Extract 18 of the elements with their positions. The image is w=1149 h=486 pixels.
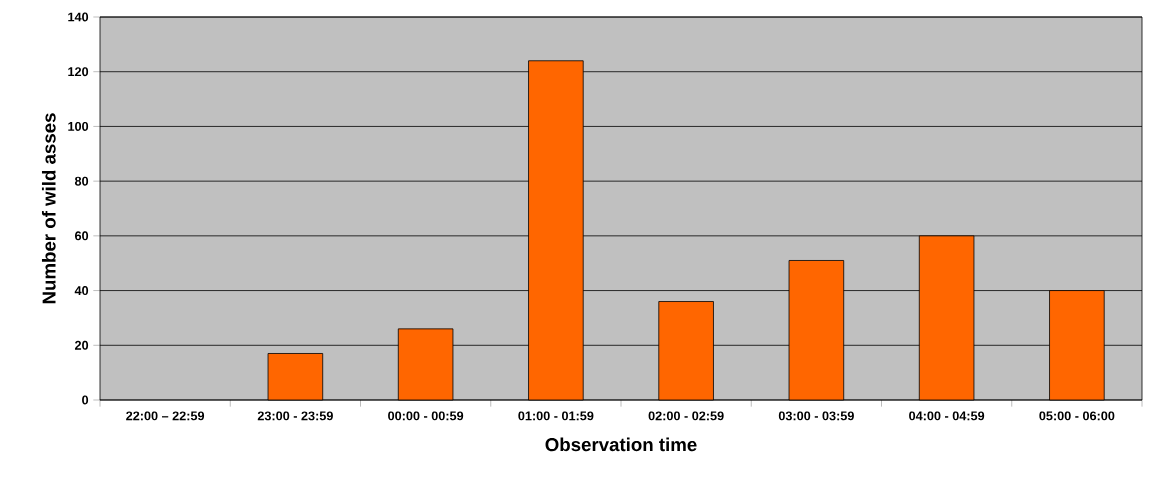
y-tick-label: 60 — [75, 231, 89, 241]
y-axis-title: Number of wild asses — [41, 113, 56, 304]
x-tick-label: 02:00 - 02:59 — [648, 411, 724, 421]
y-tick-label: 0 — [82, 395, 89, 405]
x-tick-label: 03:00 - 03:59 — [778, 411, 854, 421]
x-tick-label: 23:00 - 23:59 — [257, 411, 333, 421]
x-tick-label: 05:00 - 06:00 — [1039, 411, 1115, 421]
x-tick-label: 00:00 - 00:59 — [388, 411, 464, 421]
x-tick-label: 01:00 - 01:59 — [518, 411, 594, 421]
y-tick-label: 80 — [74, 176, 89, 186]
x-axis-title: Observation time — [545, 437, 697, 452]
y-tick-label: 40 — [74, 286, 89, 296]
y-tick-label: 100 — [68, 121, 89, 131]
y-tick-label: 20 — [74, 340, 89, 350]
x-tick-label: 04:00 - 04:59 — [909, 411, 985, 421]
x-tick-label: 22:00 – 22:59 — [126, 411, 205, 421]
y-tick-label: 140 — [68, 12, 89, 22]
y-tick-label: 120 — [68, 67, 89, 77]
